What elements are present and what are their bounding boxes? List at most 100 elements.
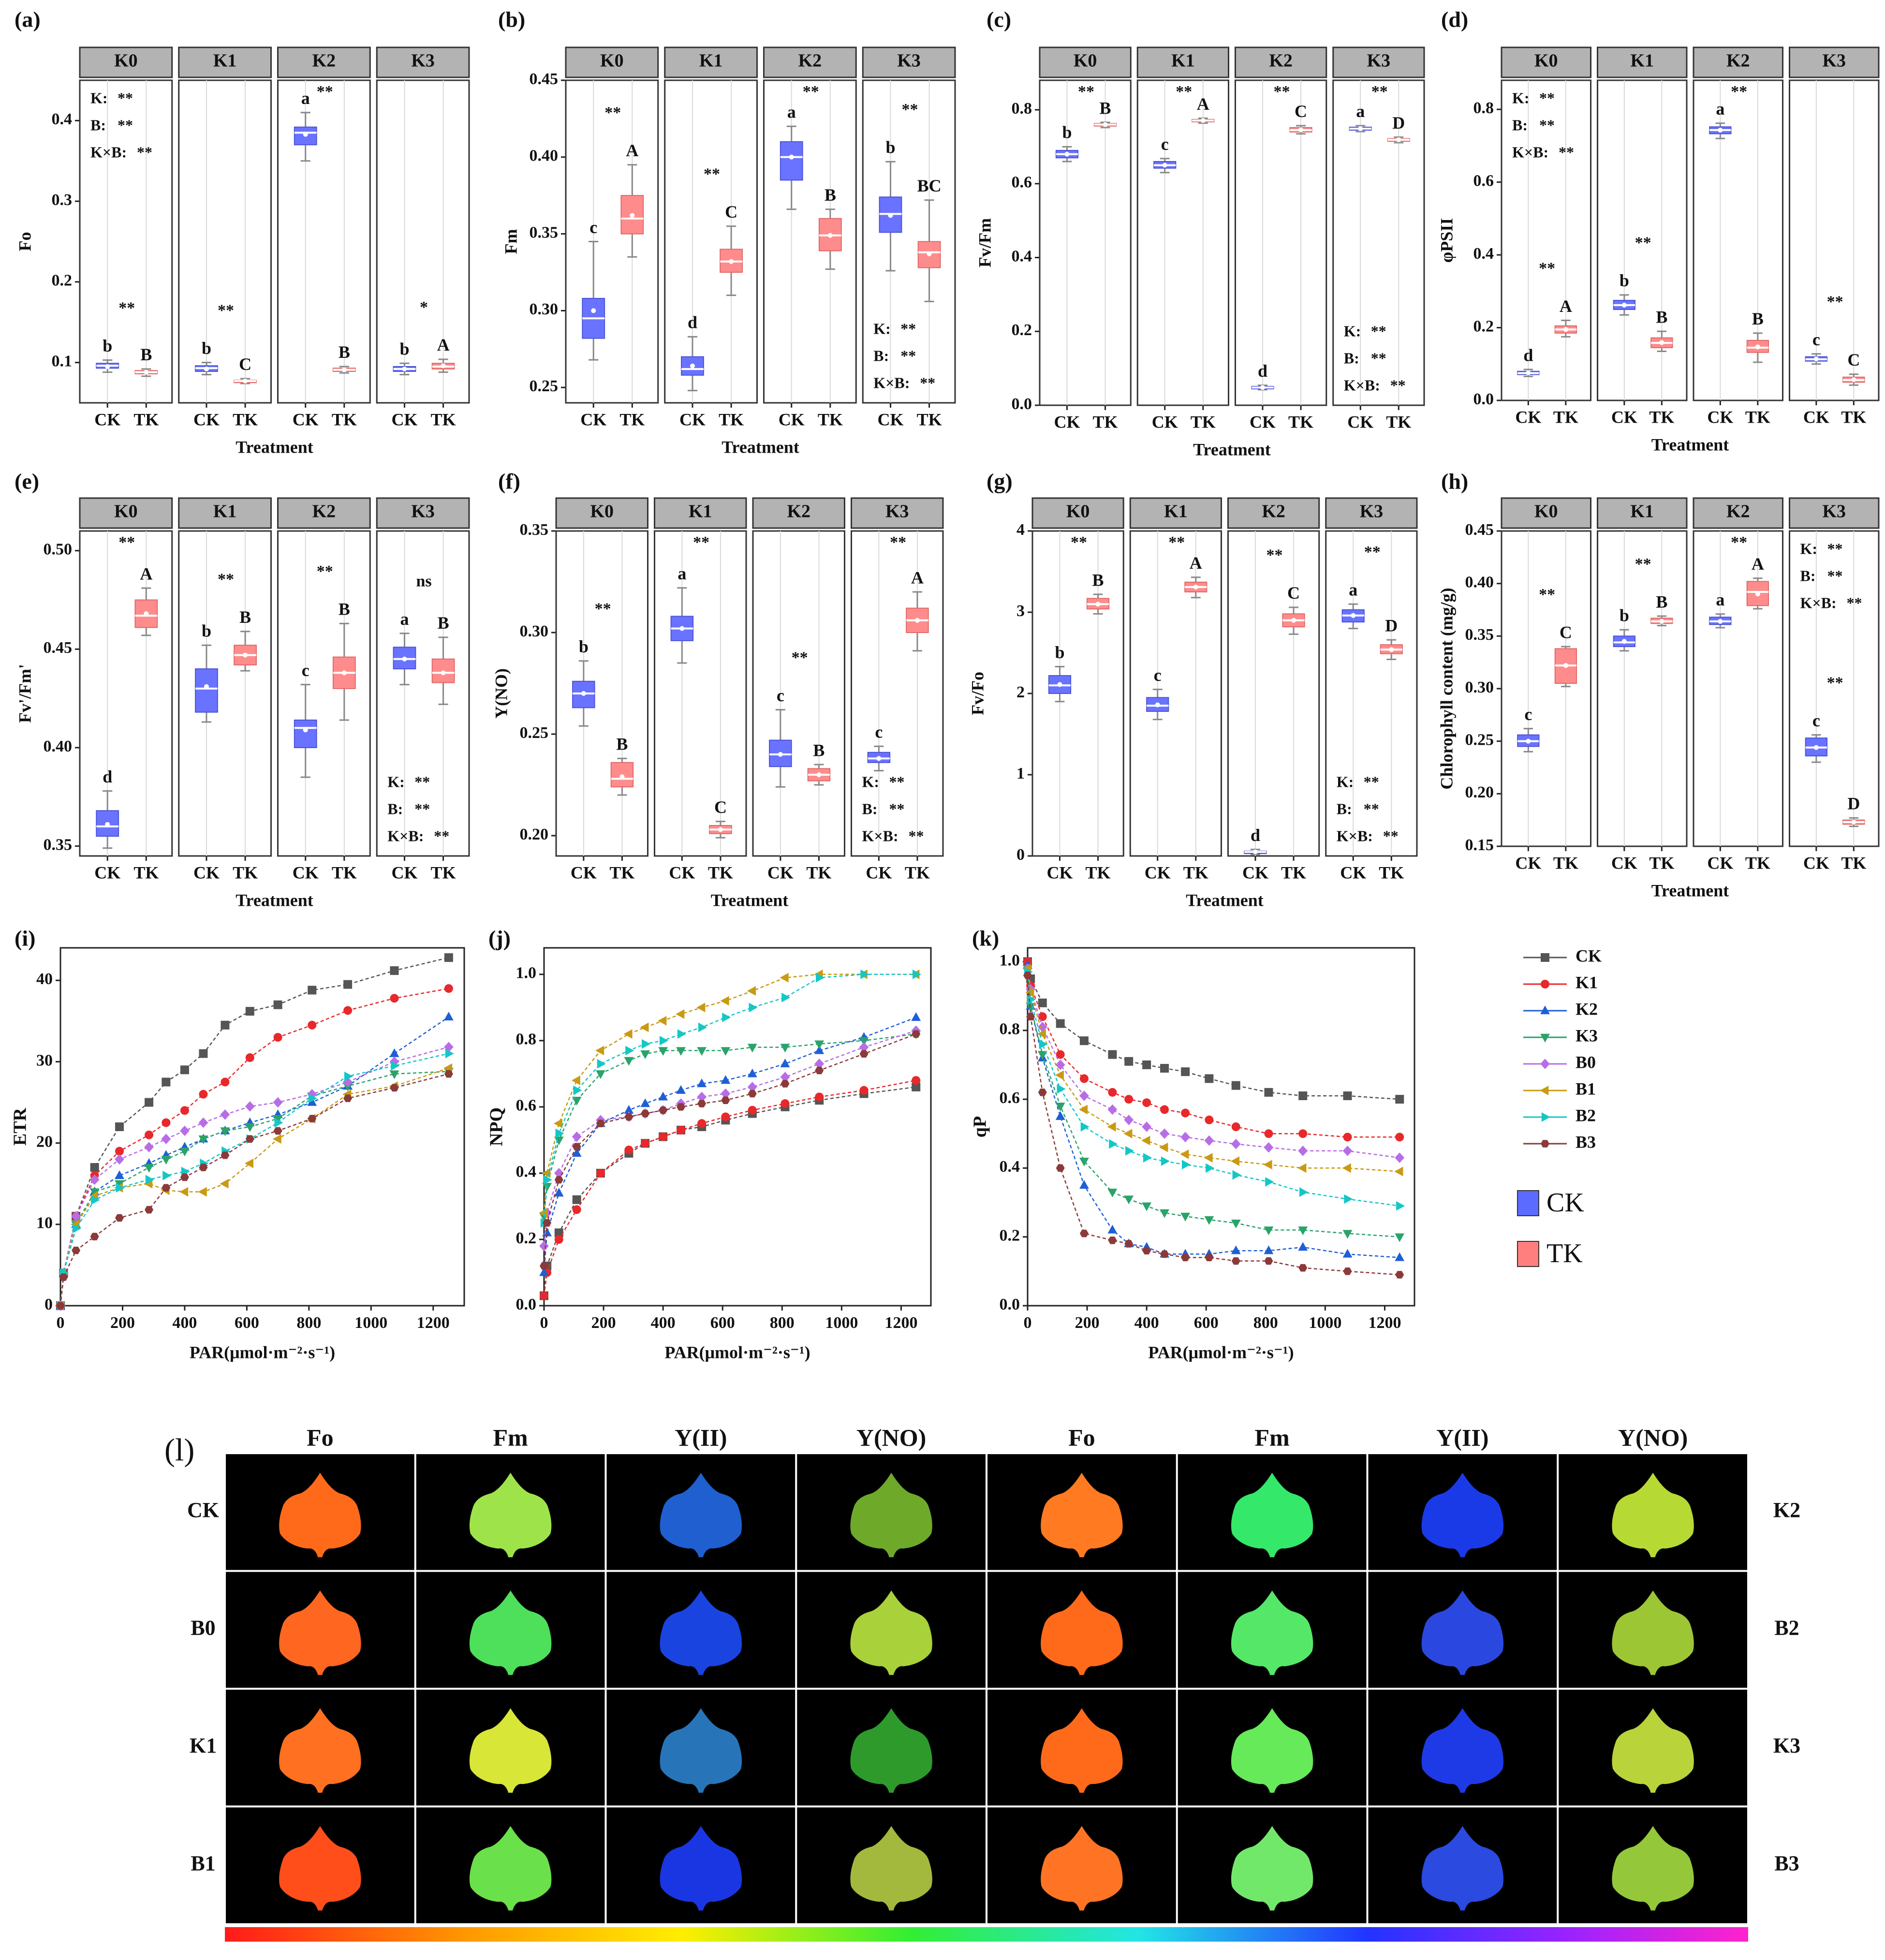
series-marker	[199, 1049, 208, 1058]
facet-plot-area	[1129, 530, 1222, 857]
significance-letter: c	[1812, 711, 1820, 730]
series-marker	[245, 1123, 255, 1132]
row-label-left: CK	[187, 1498, 219, 1522]
stats-factor-label: K×B:	[1344, 376, 1380, 394]
significance-letter: A	[1190, 553, 1202, 573]
series-marker	[721, 1075, 731, 1084]
box-tk: C	[709, 797, 732, 839]
boxplot-panel-b: (b) 0.25 0.30 0.35 0.40 0.45 Fm Treatment K0 CK TK…	[498, 7, 956, 457]
box-tk: C	[1554, 622, 1577, 688]
mean-point	[402, 366, 407, 371]
series-marker	[677, 1125, 686, 1135]
series-marker	[1205, 1253, 1214, 1262]
y-tick-label: 0.20	[520, 825, 549, 843]
x-tick-label: TK	[1093, 412, 1118, 431]
pairwise-significance: **	[595, 600, 611, 618]
row-label-right: K3	[1773, 1734, 1800, 1757]
significance-letter: C	[239, 354, 251, 374]
series-marker	[1056, 1164, 1065, 1172]
series-marker	[1231, 1257, 1240, 1265]
facet-strip	[654, 497, 747, 529]
y-tick-label: 0.2	[516, 1229, 537, 1247]
facet-plot-area	[1325, 530, 1418, 857]
facet-k2: K2 CK TK a B **	[1693, 46, 1783, 427]
facet-k0: K0 CK TK d A **	[79, 497, 173, 882]
facet-strip	[1129, 497, 1222, 529]
facet-strip-label: K2	[312, 501, 336, 522]
x-tick-label: TK	[233, 863, 258, 882]
pairwise-significance: **	[1266, 546, 1283, 564]
series-marker	[343, 1094, 353, 1102]
box-tk: B	[332, 600, 356, 721]
stats-significance: **	[920, 374, 935, 391]
significance-letter: B	[438, 613, 449, 633]
series-line	[1027, 972, 1400, 1207]
box-ck: d	[681, 313, 704, 392]
y-tick-label: 1.0	[516, 964, 537, 982]
leaf-icon	[1231, 1473, 1313, 1558]
panel-label: (l)	[164, 1432, 194, 1468]
y-tick-label: 0.45	[1465, 521, 1494, 539]
facet-k1: K1 CK TK d C **	[664, 46, 758, 429]
x-tick-label: 800	[770, 1314, 795, 1332]
y-tick-label: 30	[36, 1051, 53, 1069]
pairwise-significance: **	[218, 301, 234, 319]
box-tk: B	[1650, 307, 1673, 352]
pairwise-significance: **	[1176, 83, 1192, 101]
x-axis-label: Treatment	[1651, 435, 1729, 454]
series-marker	[343, 1006, 353, 1015]
mean-point	[591, 308, 596, 313]
series-marker	[1055, 1070, 1064, 1080]
series-line	[543, 1033, 916, 1217]
y-tick-label: 0.2	[1000, 1226, 1020, 1244]
x-tick-label: TK	[1649, 407, 1674, 427]
legend-item-k2: K2	[1523, 999, 1598, 1018]
column-header: Y(NO)	[856, 1424, 926, 1451]
stats-significance: **	[1559, 143, 1574, 161]
series-marker	[1343, 1267, 1352, 1275]
series-marker	[1181, 1160, 1191, 1170]
facet-plot-area	[178, 530, 272, 857]
series-marker	[221, 1077, 230, 1087]
mean-point	[1358, 126, 1363, 132]
facet-k1: K1 CK TK c A **	[1129, 497, 1222, 882]
series-marker	[1079, 1157, 1089, 1166]
stats-factor-label: K×B:	[862, 827, 898, 844]
series-marker	[1038, 1012, 1047, 1021]
box-ck: c	[1805, 330, 1827, 365]
series-marker	[1124, 1114, 1134, 1125]
x-tick-label: TK	[1191, 412, 1216, 431]
series-marker	[697, 1091, 707, 1103]
y-tick-label: 0.40	[1465, 573, 1494, 591]
series-marker	[721, 1088, 731, 1099]
series-marker	[1056, 1050, 1065, 1059]
series-marker	[1107, 1188, 1118, 1197]
facet-k0: K0 CK TK c C **	[1501, 497, 1591, 872]
series-marker	[444, 984, 453, 993]
series-line	[543, 1086, 916, 1296]
facet-strip-label: K3	[885, 501, 909, 522]
significance-letter: C	[1295, 102, 1307, 121]
facet-strip	[851, 497, 944, 529]
y-tick-label: 0.4	[1473, 245, 1494, 263]
mean-point	[914, 618, 920, 623]
series-marker	[1124, 1095, 1134, 1104]
x-tick-label: TK	[332, 410, 357, 429]
series-line	[59, 1071, 449, 1306]
boxplot-panel-c: (c) 0.0 0.2 0.4 0.6 0.8 Fv/Fm Treatment K0 CK TK b B…	[975, 7, 1425, 459]
significance-letter: B	[140, 345, 152, 364]
y-axis-label: Chlorophyll content (mg/g)	[1437, 588, 1456, 789]
facet-strip	[565, 46, 659, 78]
series-marker	[543, 1219, 552, 1227]
y-tick-label: 0.8	[1000, 1020, 1020, 1038]
pairwise-significance: **	[1539, 586, 1555, 604]
series-marker	[913, 969, 922, 979]
series-marker	[697, 1119, 707, 1128]
series-marker	[273, 1033, 282, 1042]
x-tick-label: CK	[1803, 407, 1829, 427]
legend-label: K1	[1576, 973, 1598, 992]
series-marker	[1181, 1253, 1190, 1262]
facet-strip-label: K0	[114, 501, 138, 522]
series-marker	[1180, 1212, 1191, 1222]
significance-letter: b	[885, 138, 895, 157]
